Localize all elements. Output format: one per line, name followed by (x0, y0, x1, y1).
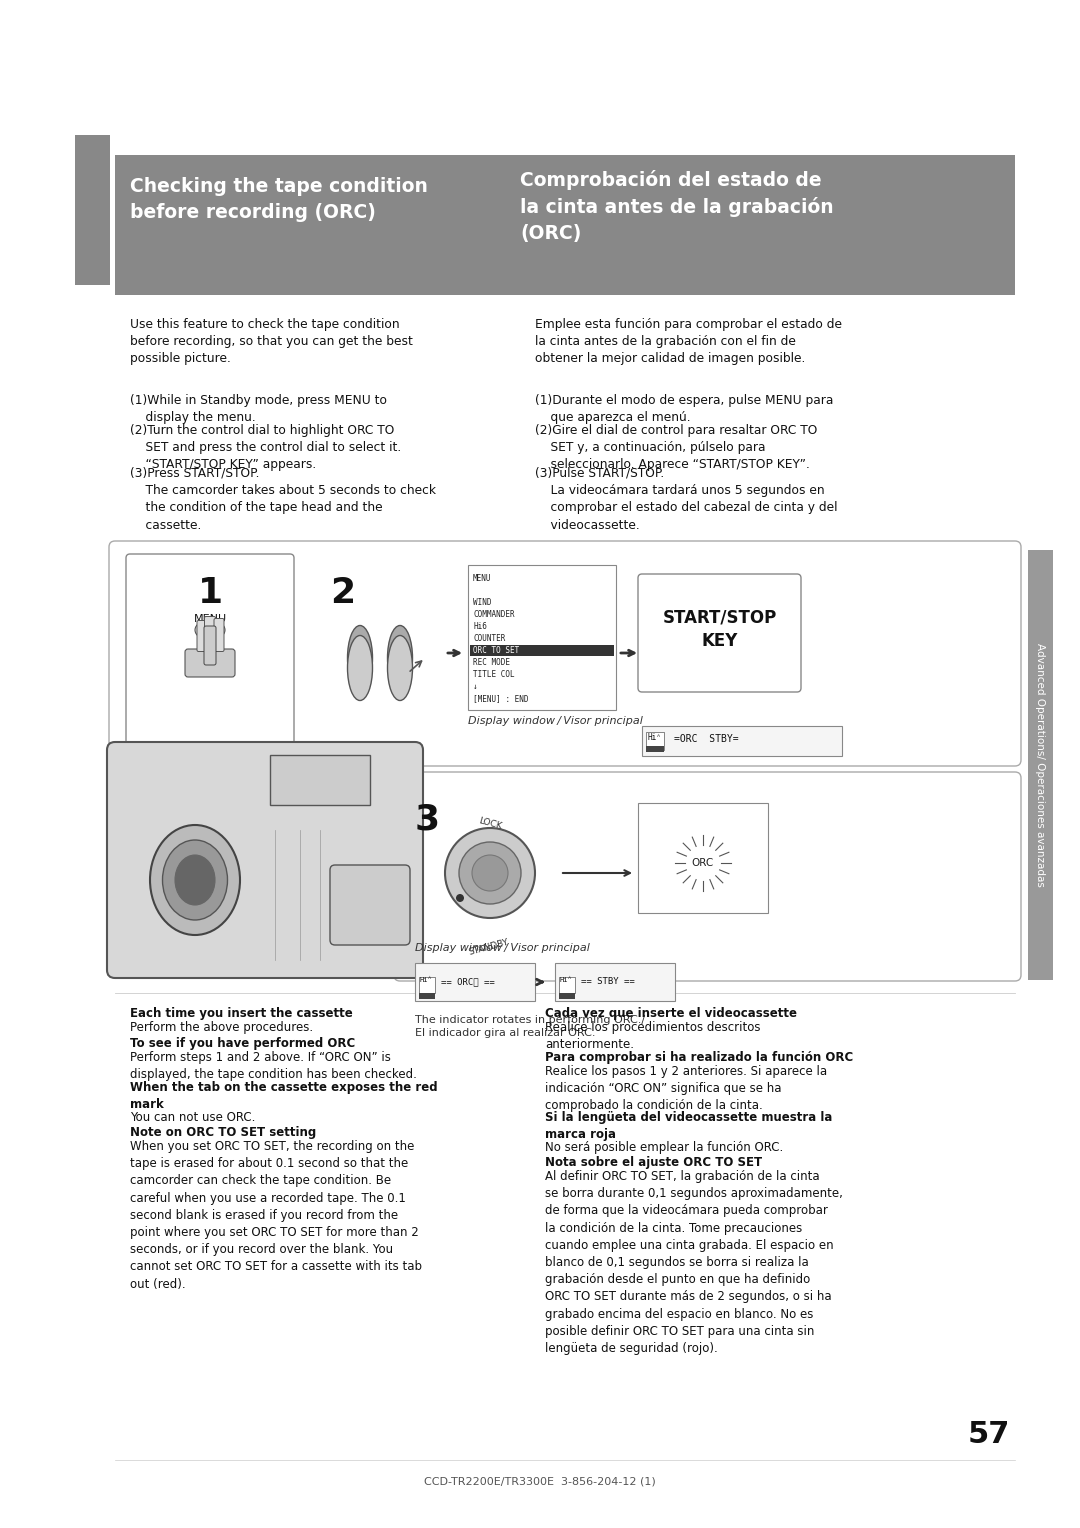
Bar (646, 732, 664, 750)
Text: Cada vez que inserte el videocassette: Cada vez que inserte el videocassette (545, 1007, 797, 1021)
Text: No será posible emplear la función ORC.: No será posible emplear la función ORC. (545, 1141, 783, 1154)
FancyBboxPatch shape (197, 620, 207, 651)
Bar (470, 645, 615, 656)
Text: When the tab on the cassette exposes the red
mark: When the tab on the cassette exposes the… (130, 1080, 437, 1111)
Text: Comprobación del estado de
la cinta antes de la grabación
(ORC): Comprobación del estado de la cinta ante… (519, 170, 834, 243)
Text: =ORC  STBY=: =ORC STBY= (674, 733, 739, 744)
Text: To see if you have performed ORC: To see if you have performed ORC (130, 1038, 355, 1050)
Ellipse shape (388, 636, 413, 700)
Bar (642, 726, 842, 756)
Text: Perform steps 1 and 2 above. If “ORC ON” is
displayed, the tape condition has be: Perform steps 1 and 2 above. If “ORC ON”… (130, 1051, 417, 1082)
Ellipse shape (348, 625, 373, 691)
Text: Each time you insert the cassette: Each time you insert the cassette (130, 1007, 353, 1021)
Text: (2)Gire el dial de control para resaltar ORC TO
    SET y, a continuación, púlse: (2)Gire el dial de control para resaltar… (535, 423, 818, 471)
Bar (270, 755, 370, 805)
Text: Realice los procedimientos descritos
anteriormente.: Realice los procedimientos descritos ant… (545, 1021, 760, 1051)
Text: When you set ORC TO SET, the recording on the
tape is erased for about 0.1 secon: When you set ORC TO SET, the recording o… (130, 1140, 422, 1291)
Text: Hiᴬ: Hiᴬ (561, 976, 572, 984)
Text: Hiᴬ: Hiᴬ (420, 976, 433, 984)
Text: Display window / Visor principal: Display window / Visor principal (415, 943, 590, 953)
FancyBboxPatch shape (204, 616, 216, 651)
Bar (419, 993, 435, 999)
Ellipse shape (348, 636, 373, 700)
Text: 57: 57 (968, 1420, 1010, 1449)
Text: LOCK: LOCK (478, 816, 503, 831)
Text: Note on ORC TO SET setting: Note on ORC TO SET setting (130, 1126, 316, 1138)
Text: Hi6: Hi6 (473, 622, 487, 631)
Bar (638, 804, 768, 914)
Bar (415, 963, 535, 1001)
Text: Checking the tape condition
before recording (ORC): Checking the tape condition before recor… (130, 177, 428, 222)
Bar (75, 134, 110, 286)
Text: You can not use ORC.: You can not use ORC. (130, 1111, 255, 1125)
Text: Si la lengüeta del videocassette muestra la
marca roja: Si la lengüeta del videocassette muestra… (545, 1111, 833, 1141)
Ellipse shape (195, 620, 225, 640)
Text: Advanced Operations/ Operaciones avanzadas: Advanced Operations/ Operaciones avanzad… (1035, 643, 1045, 886)
Text: Realice los pasos 1 y 2 anteriores. Si aparece la
indicación “ORC ON” significa : Realice los pasos 1 y 2 anteriores. Si a… (545, 1065, 827, 1112)
Bar (114, 154, 1015, 295)
Ellipse shape (456, 894, 464, 902)
Text: (3)Press START/STOP.
    The camcorder takes about 5 seconds to check
    the co: (3)Press START/STOP. The camcorder takes… (130, 468, 436, 532)
Text: ORC TO SET: ORC TO SET (473, 646, 519, 656)
Text: ORC: ORC (692, 859, 714, 868)
Text: MENU: MENU (193, 614, 227, 623)
FancyBboxPatch shape (214, 619, 224, 651)
Bar (559, 976, 575, 993)
Ellipse shape (445, 828, 535, 918)
Bar (1028, 550, 1053, 979)
Ellipse shape (459, 842, 521, 905)
Text: START/STOP
KEY: START/STOP KEY (662, 608, 777, 649)
FancyBboxPatch shape (126, 555, 294, 747)
FancyBboxPatch shape (107, 743, 423, 978)
Text: CCD-TR2200E/TR3300E  3-856-204-12 (1): CCD-TR2200E/TR3300E 3-856-204-12 (1) (424, 1478, 656, 1487)
Text: REC MODE: REC MODE (473, 659, 510, 668)
Text: ↓: ↓ (473, 681, 477, 691)
Ellipse shape (388, 625, 413, 691)
FancyBboxPatch shape (185, 649, 235, 677)
Text: (1)Durante el modo de espera, pulse MENU para
    que aparezca el menú.: (1)Durante el modo de espera, pulse MENU… (535, 394, 834, 425)
Text: (3)Pulse START/STOP.
    La videocámara tardará unos 5 segundos en
    comprobar: (3)Pulse START/STOP. La videocámara tard… (535, 468, 837, 532)
Text: MENU: MENU (473, 575, 491, 584)
Text: WIND: WIND (473, 597, 491, 607)
Text: Al definir ORC TO SET, la grabación de la cinta
se borra durante 0,1 segundos ap: Al definir ORC TO SET, la grabación de l… (545, 1170, 842, 1355)
Ellipse shape (150, 825, 240, 935)
Text: [MENU] : END: [MENU] : END (473, 694, 528, 703)
FancyBboxPatch shape (638, 575, 801, 692)
Text: == STBY ==: == STBY == (581, 976, 635, 986)
Text: Display window / Visor principal: Display window / Visor principal (468, 717, 643, 726)
Ellipse shape (175, 856, 215, 905)
Bar (646, 746, 664, 752)
Text: COUNTER: COUNTER (473, 634, 505, 643)
Text: COMMANDER: COMMANDER (473, 610, 515, 619)
Text: 2: 2 (330, 576, 355, 610)
FancyBboxPatch shape (394, 772, 1021, 981)
Bar (468, 565, 616, 711)
FancyBboxPatch shape (204, 626, 216, 665)
Bar (555, 963, 675, 1001)
Text: == ORCⓄ ==: == ORCⓄ == (441, 976, 495, 986)
Text: Para comprobar si ha realizado la función ORC: Para comprobar si ha realizado la funció… (545, 1051, 853, 1063)
Text: STANDBY: STANDBY (468, 938, 510, 958)
Text: (1)While in Standby mode, press MENU to
    display the menu.: (1)While in Standby mode, press MENU to … (130, 394, 387, 425)
Text: (2)Turn the control dial to highlight ORC TO
    SET and press the control dial : (2)Turn the control dial to highlight OR… (130, 423, 402, 471)
Text: The indicator rotates in performing ORC./
El indicador gira al realizar ORC.: The indicator rotates in performing ORC.… (415, 1015, 645, 1038)
Text: Use this feature to check the tape condition
before recording, so that you can g: Use this feature to check the tape condi… (130, 318, 413, 365)
Text: Hiᴬ: Hiᴬ (648, 733, 662, 743)
Text: 1: 1 (198, 576, 222, 610)
Text: TITLE COL: TITLE COL (473, 669, 515, 678)
Bar (559, 993, 575, 999)
FancyBboxPatch shape (330, 865, 410, 944)
Text: Emplee esta función para comprobar el estado de
la cinta antes de la grabación c: Emplee esta función para comprobar el es… (535, 318, 842, 365)
Ellipse shape (162, 840, 228, 920)
FancyBboxPatch shape (109, 541, 1021, 766)
Ellipse shape (472, 856, 508, 891)
Text: Perform the above procedures.: Perform the above procedures. (130, 1021, 313, 1034)
Text: 3: 3 (415, 804, 441, 837)
Bar (419, 976, 435, 993)
Text: Nota sobre el ajuste ORC TO SET: Nota sobre el ajuste ORC TO SET (545, 1157, 762, 1169)
